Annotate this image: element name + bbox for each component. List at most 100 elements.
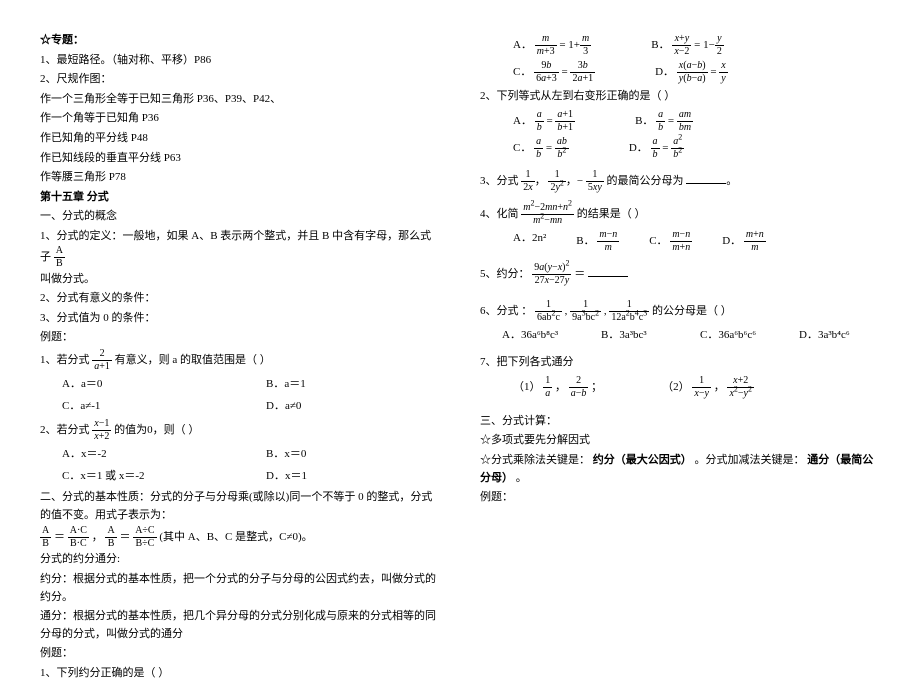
frac: A·CB·C	[68, 526, 89, 549]
left-column: ☆专题： 1、最短路径。（轴对称、平移）P86 2、尺规作图： 作一个三角形全等…	[40, 30, 440, 600]
s2-formula: AB ＝ A·CB·C ， AB ＝ A÷CB÷C (其中 A、B、C 是整式，…	[40, 526, 440, 549]
item2: 2、分式有意义的条件：	[40, 290, 440, 308]
r3-tail: 的最简公分母为	[607, 175, 684, 187]
q1: 1、若分式 2a+1 有意义，则 a 的取值范围是（ ）	[40, 349, 440, 372]
def-text: 1、分式的定义：一般地，如果 A、B 表示两个整式，并且 B 中含有字母，那么式…	[40, 230, 431, 263]
r4-opts: A．2n² B． m−nm C． m−nm+n D． m+nm	[513, 230, 880, 253]
topic-item: 1、最短路径。（轴对称、平移）P86	[40, 52, 440, 70]
frac: AB	[105, 526, 116, 549]
q1-text: 1、若分式	[40, 354, 90, 366]
r5: 5、约分： 9a(y−x)227x−27y ＝	[480, 263, 880, 286]
topic-item: 作一个三角形全等于已知三角形 P36、P39、P42、	[40, 91, 440, 109]
frac: 12x	[521, 170, 534, 193]
blank	[686, 172, 726, 184]
opt-c: C． ab = abb2	[513, 137, 569, 160]
r6-tail: 的公分母是（ ）	[652, 305, 732, 317]
opt-c: C． 9b6a+3 = 3b2a+1	[513, 61, 595, 84]
s3-line1: ☆多项式要先分解因式	[480, 432, 880, 450]
opt: B．x＝0	[266, 446, 440, 464]
r3: 3、分式 12x， 12y2，− 15xy 的最简公分母为 。	[480, 170, 880, 193]
lq1: 1、下列约分正确的是（ ）	[40, 665, 440, 683]
opt: A．36a⁶b⁸c³	[502, 327, 583, 345]
q2-text: 2、若分式	[40, 424, 90, 436]
opt: D．3a³b⁴c⁶	[799, 327, 880, 345]
section1-title: 一、分式的概念	[40, 208, 440, 226]
frac: m2−2mn+n2m2−mn	[521, 203, 574, 226]
sub1: 分式的约分通分:	[40, 551, 440, 569]
r7: 7、把下列各式通分	[480, 354, 880, 372]
example-label: 例题：	[40, 645, 440, 663]
section2-title: 二、分式的基本性质：分式的分子与分母乘(或除以)同一个不等于 0 的整式，分式的…	[40, 489, 440, 524]
r6-text: 6、分式 ：	[480, 305, 532, 317]
r4-tail: 的结果是（ ）	[577, 208, 646, 220]
opt-a: A． ab = a+1b+1	[513, 110, 575, 133]
topic-item: 作已知线段的垂直平分线 P63	[40, 150, 440, 168]
frac: AB	[40, 526, 51, 549]
q2: 2、若分式 x−1x+2 的值为0，则（ ）	[40, 419, 440, 442]
r1-opts-row1: A． mm+3 = 1+m3 B． x+yx−2 = 1−y2	[513, 34, 880, 57]
r1-opts-row2: C． 9b6a+3 = 3b2a+1 D． x(a−b)y(b−a) = xy	[513, 61, 880, 84]
opt: B． m−nm	[576, 230, 619, 253]
opt: D． m+nm	[722, 230, 766, 253]
frac-AB: AB	[54, 246, 65, 269]
topic-item: 作已知角的平分线 P48	[40, 130, 440, 148]
topic-item: 作等腰三角形 P78	[40, 169, 440, 187]
yuefen: 约分：根据分式的基本性质，把一个分式的分子与分母的公因式约去，叫做分式的约分。	[40, 571, 440, 606]
r4: 4、化简 m2−2mn+n2m2−mn 的结果是（ ）	[480, 203, 880, 226]
r5-text: 5、约分：	[480, 268, 530, 280]
r7-items: （1） 1a ， 2a−b ； （2） 1x−y ， x+2x2−y2	[513, 376, 880, 399]
s3-line2: ☆分式乘除法关键是： 约分（最大公因式） 。分式加减法关键是： 通分（最简公分母…	[480, 452, 880, 487]
q2-opts: C．x＝1 或 x＝-2 D．x＝1	[62, 468, 440, 486]
topic-item: 作一个角等于已知角 P36	[40, 110, 440, 128]
r2-opts-row1: A． ab = a+1b+1 B． ab = ambm	[513, 110, 880, 133]
topic-label: ☆专题：	[40, 32, 440, 50]
eq-sign: ＝	[574, 268, 585, 280]
opt: C．x＝1 或 x＝-2	[62, 468, 236, 486]
r6-opts: A．36a⁶b⁸c³ B．3a³bc³ C．36a⁶b⁶c⁶ D．3a³b⁴c⁶	[502, 327, 880, 345]
opt-a: A． mm+3 = 1+m3	[513, 34, 591, 57]
bold-text: 约分（最大公因式）	[593, 454, 692, 466]
opt: A．2n²	[513, 230, 546, 253]
frac: 19a3bc2	[570, 300, 601, 323]
opt: B．a＝1	[266, 376, 440, 394]
q2-tail: 的值为0，则（ ）	[114, 424, 199, 436]
frac-q2: x−1x+2	[92, 419, 111, 442]
frac-q1: 2a+1	[92, 349, 112, 372]
def-tail: 叫做分式。	[40, 271, 440, 289]
r7-2: （2） 1x−y ， x+2x2−y2	[662, 376, 754, 399]
frac: 9a(y−x)227x−27y	[532, 263, 571, 286]
opt-d: D． x(a−b)y(b−a) = xy	[655, 61, 728, 84]
right-column: A． mm+3 = 1+m3 B． x+yx−2 = 1−y2 C． 9b6a+…	[480, 30, 880, 600]
text: 。分式加减法关键是：	[695, 454, 805, 466]
example-label: 例题：	[480, 489, 880, 507]
opt: C． m−nm+n	[649, 230, 692, 253]
opt: A．x＝-2	[62, 446, 236, 464]
r2-opts-row2: C． ab = abb2 D． ab = a2b2	[513, 137, 880, 160]
r3-text: 3、分式	[480, 175, 519, 187]
r4-text: 4、化简	[480, 208, 519, 220]
tongfen: 通分：根据分式的基本性质，把几个异分母的分式分别化成与原来的分式相等的同分母的分…	[40, 608, 440, 643]
section3-title: 三、分式计算：	[480, 413, 880, 431]
q2-opts: A．x＝-2 B．x＝0	[62, 446, 440, 464]
frac: 12y2	[548, 170, 565, 193]
chapter-title: 第十五章 分式	[40, 189, 440, 207]
q1-tail: 有意义，则 a 的取值范围是（ ）	[115, 354, 271, 366]
topic-item: 2、尺规作图：	[40, 71, 440, 89]
r6: 6、分式 ： 16ab2c , 19a3bc2 , 112a2b4c3 的公分母…	[480, 300, 880, 323]
frac: 112a2b4c3	[609, 300, 649, 323]
opt: A．a＝0	[62, 376, 236, 394]
opt: B．3a³bc³	[601, 327, 682, 345]
frac: 15xy	[586, 170, 604, 193]
text: 。	[516, 472, 527, 484]
frac: A÷CB÷C	[133, 526, 156, 549]
opt: D．a≠0	[266, 398, 440, 416]
r2: 2、下列等式从左到右变形正确的是（ ）	[480, 88, 880, 106]
opt-d: D． ab = a2b2	[629, 137, 684, 160]
opt: D．x＝1	[266, 468, 440, 486]
opt: C．a≠-1	[62, 398, 236, 416]
opt: C．36a⁶b⁶c⁶	[700, 327, 781, 345]
q1-opts: A．a＝0 B．a＝1	[62, 376, 440, 394]
example-label: 例题：	[40, 329, 440, 347]
text: ☆分式乘除法关键是：	[480, 454, 590, 466]
blank	[588, 265, 628, 277]
